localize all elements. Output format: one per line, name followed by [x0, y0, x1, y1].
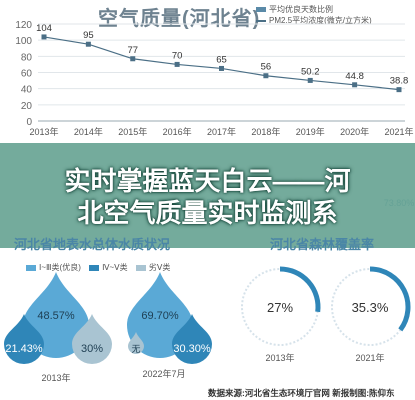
water-legend-label-2: Ⅳ~Ⅴ类: [102, 263, 128, 272]
headline-line-1: 实时掌握蓝天白云——河: [64, 166, 351, 196]
x-tick-label: 2018年: [251, 126, 280, 137]
water-legend-label-3: 劣Ⅴ类: [148, 263, 171, 272]
drop-2013-medium-label: 21.43%: [5, 343, 43, 355]
x-tick-label: 2020年: [340, 126, 369, 137]
x-tick-label: 2013年: [29, 126, 58, 137]
water-quality-title: 河北省地表水总体水质状况: [14, 237, 171, 252]
forest-year-2013: 2013年: [265, 352, 294, 363]
forest-2013-label: 27%: [267, 300, 293, 315]
drop-2022-good-label: 69.70%: [141, 310, 179, 322]
y-tick-label: 120: [15, 20, 32, 31]
pm25-data-label: 38.8: [390, 76, 409, 87]
y-tick-label: 20: [21, 101, 33, 112]
legend-pm25-swatch: [256, 19, 266, 22]
x-tick-label: 2021年: [384, 126, 413, 137]
forest-coverage-donuts: 27% 35.3% 2013年 2021年: [241, 266, 411, 363]
footer-source: 数据来源:河北省生态环境厅官网 新报制图:陈仰东: [208, 388, 395, 398]
headline-line-2: 北空气质量实时监测系: [77, 198, 338, 228]
pm25-point: [352, 82, 358, 88]
pm25-point: [174, 61, 180, 67]
pm25-data-label: 65: [216, 54, 227, 65]
drop-2022-poor-label: 无: [131, 344, 140, 354]
y-tick-label: 60: [21, 69, 33, 80]
forest-coverage-title: 河北省森林覆盖率: [270, 237, 375, 252]
pm25-point: [307, 77, 313, 83]
water-quality-drops: 48.57% 21.43% 30% 69.70% 30.30% 无 2013年 2022年7月: [4, 272, 212, 383]
headline-banner: [0, 143, 415, 248]
x-tick-label: 2016年: [163, 126, 192, 137]
drop-2022-medium-label: 30.30%: [173, 343, 211, 355]
forest-year-2021: 2021年: [355, 352, 384, 363]
drop-2022-medium: [172, 314, 212, 364]
forest-2021-label: 35.3%: [352, 300, 389, 315]
pm25-point: [396, 87, 402, 93]
water-legend-label-1: Ⅰ~Ⅲ类(优良): [39, 263, 81, 272]
pm25-data-label: 44.8: [345, 71, 364, 82]
forest-2013-arc: [279, 266, 321, 313]
drop-2022-poor: [128, 332, 144, 354]
drop-2013-poor-label: 30%: [81, 343, 103, 355]
pm25-data-label: 70: [172, 50, 183, 61]
x-tick-label: 2015年: [118, 126, 147, 137]
legend-pm25-label: PM2.5平均浓度(微克/立方米): [269, 16, 372, 25]
legend-days-label: 平均优良天数比例: [269, 5, 333, 14]
y-tick-label: 40: [21, 85, 33, 96]
pm25-point: [130, 56, 136, 62]
forest-2021-arc: [369, 266, 411, 332]
water-legend: Ⅰ~Ⅲ类(优良) Ⅳ~Ⅴ类 劣Ⅴ类: [26, 262, 170, 273]
water-legend-swatch-3: [135, 264, 146, 271]
drop-2013-good-label: 48.57%: [37, 310, 75, 322]
water-legend-swatch-2: [89, 264, 100, 271]
water-year-2013: 2013年: [41, 372, 70, 383]
water-year-2022: 2022年7月: [142, 368, 185, 379]
pm25-data-label: 56: [261, 62, 272, 73]
pm25-point: [263, 73, 269, 79]
water-legend-swatch-1: [26, 264, 36, 271]
y-tick-label: 0: [26, 117, 32, 128]
pm25-point: [41, 34, 47, 40]
pm25-data-label: 95: [83, 30, 94, 41]
drop-2013-medium: [4, 314, 44, 364]
y-tick-label: 80: [21, 52, 33, 63]
drop-2013-poor: [72, 314, 112, 364]
legend-days: 平均优良天数比例: [256, 4, 333, 15]
pm25-point: [219, 65, 224, 71]
x-tick-label: 2014年: [74, 126, 103, 137]
pm25-point: [85, 41, 91, 47]
x-tick-label: 2017年: [207, 126, 236, 137]
legend-days-swatch: [256, 7, 266, 13]
pm25-data-label: 77: [127, 45, 138, 56]
y-tick-label: 100: [15, 36, 32, 47]
pm25-data-label: 104: [36, 23, 52, 34]
pm25-data-label: 50.2: [301, 66, 320, 77]
legend-pm25: PM2.5平均浓度(微克/立方米): [256, 15, 372, 26]
headline-text: 实时掌握蓝天白云——河 北空气质量实时监测系: [0, 165, 415, 229]
x-tick-label: 2019年: [296, 126, 325, 137]
